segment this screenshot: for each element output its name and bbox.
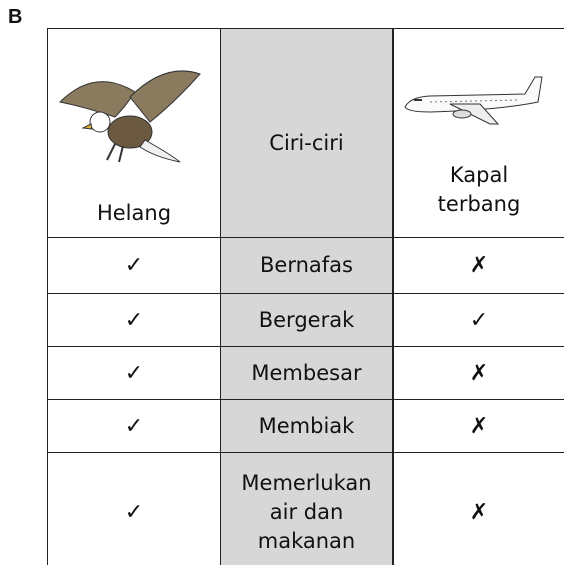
header-text: Kapal terbang: [437, 163, 521, 216]
feature-cell: Membiak: [220, 399, 393, 452]
eagle-illustration: [58, 70, 201, 163]
check-cell: ✓: [47, 293, 220, 346]
feature-cell: Bergerak: [220, 293, 393, 346]
header-text: Helang: [96, 201, 172, 225]
check-cell: ✗: [393, 452, 564, 565]
check-cell: ✓: [47, 237, 220, 293]
header-cell: Ciri-ciri: [220, 28, 393, 237]
feature-cell: Membesar: [220, 346, 393, 399]
check-cell: ✗: [393, 237, 564, 293]
header-text: Ciri-ciri: [269, 131, 344, 155]
feature-cell: Bernafas: [220, 237, 393, 293]
check-cell: ✓: [47, 452, 220, 565]
figure-label: B: [8, 6, 23, 28]
check-cell: ✗: [393, 399, 564, 452]
check-cell: ✓: [47, 399, 220, 452]
check-cell: ✗: [393, 346, 564, 399]
check-cell: ✓: [393, 293, 564, 346]
airplane-illustration: [404, 76, 543, 125]
feature-cell: Memerlukan air dan makanan: [220, 452, 393, 565]
header-cell: Kapal terbang: [393, 28, 564, 237]
check-cell: ✓: [47, 346, 220, 399]
header-cell: Helang: [47, 28, 220, 237]
